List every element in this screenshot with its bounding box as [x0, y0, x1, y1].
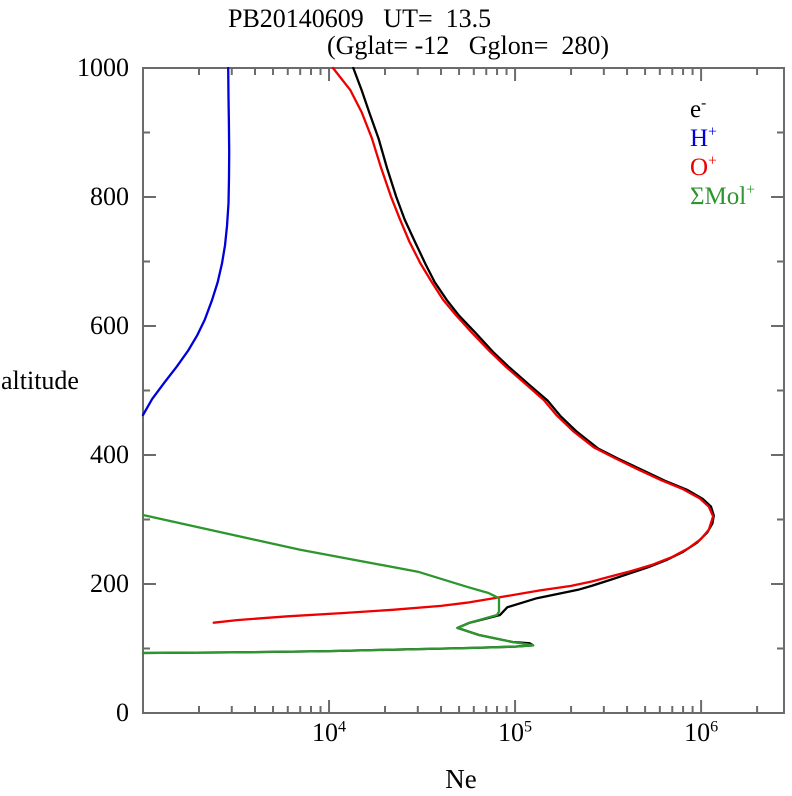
- series-curve-h_plus: [141, 66, 231, 417]
- y-tick-label: 400: [90, 440, 129, 469]
- y-tick-label: 1000: [77, 53, 129, 82]
- x-tick-label: 106: [684, 718, 719, 747]
- legend-item-o_plus: O+: [690, 152, 717, 181]
- legend-item-mol_plus: ΣMol+: [690, 181, 755, 210]
- legend-item-h_plus: H+: [690, 123, 717, 152]
- y-tick-label: 200: [90, 569, 129, 598]
- y-tick-label: 0: [116, 698, 129, 727]
- chart-title-line2: (Gglat= -12 Gglon= 280): [327, 31, 610, 60]
- chart-title-line1: PB20140609 UT= 13.5: [228, 4, 492, 33]
- y-tick-label: 800: [90, 182, 129, 211]
- legend-item-electrons: e-: [690, 94, 707, 123]
- x-tick-label: 104: [312, 718, 347, 747]
- plot-frame: [142, 67, 785, 714]
- x-axis-label: Ne: [445, 764, 477, 794]
- x-tick-label: 105: [498, 718, 533, 747]
- y-axis-label: altitude: [1, 366, 79, 395]
- series-curve-o_plus: [212, 66, 715, 624]
- series-curve-mol_plus: [141, 513, 535, 655]
- y-tick-label: 600: [90, 311, 129, 340]
- legend: e- H+ O+ ΣMol+: [690, 95, 755, 211]
